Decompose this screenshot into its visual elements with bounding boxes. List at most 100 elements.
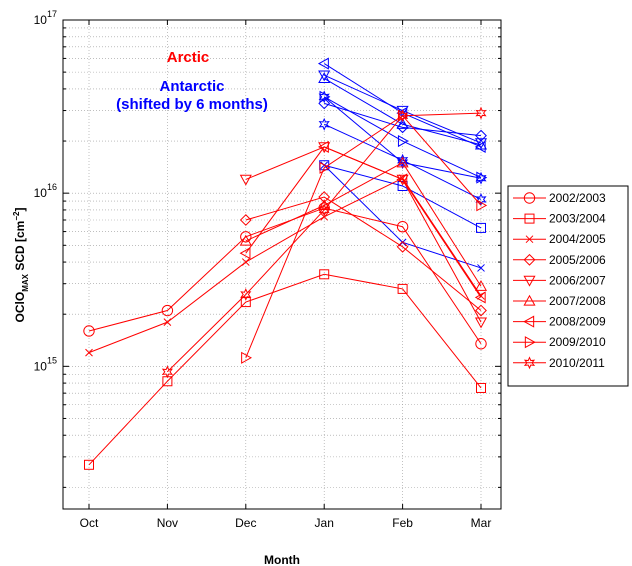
annotation-antarctic-shift: (shifted by 6 months) bbox=[116, 96, 268, 113]
legend-marker bbox=[523, 275, 536, 287]
antarctic-data-point bbox=[318, 70, 331, 82]
marker-stroke bbox=[477, 264, 485, 272]
antarctic-data-point bbox=[476, 171, 488, 184]
arctic-series-line bbox=[245, 146, 482, 323]
arctic-data-point bbox=[397, 109, 409, 123]
arctic-data-point bbox=[318, 142, 331, 154]
legend-item: 2005/2006 bbox=[513, 253, 606, 267]
arctic-data-point bbox=[396, 174, 409, 186]
legend: 2002/2003 2003/2004 2004/2005 2005/2006 2006… bbox=[507, 185, 629, 387]
arctic-data-point bbox=[476, 382, 486, 393]
arctic-data-point bbox=[161, 304, 174, 317]
antarctic-data-point bbox=[397, 156, 409, 170]
arctic-data-point bbox=[317, 140, 329, 153]
arctic-series-line bbox=[167, 112, 482, 373]
legend-item: 2008/2009 bbox=[513, 315, 606, 329]
grid-layer bbox=[63, 20, 501, 509]
arctic-data-point bbox=[319, 161, 331, 174]
antarctic-data-point bbox=[476, 222, 486, 233]
arctic-series-8 bbox=[161, 106, 487, 379]
legend-label: 2006/2007 bbox=[549, 273, 606, 287]
marker-stroke bbox=[163, 318, 172, 326]
axis-ticks: Oct Nov Dec Jan Feb Mar 1015 1016 1017 bbox=[34, 9, 501, 530]
marker-stroke bbox=[85, 348, 93, 357]
arctic-data-point bbox=[476, 199, 488, 212]
legend-label: 2007/2008 bbox=[549, 294, 606, 308]
arctic-data-point bbox=[239, 234, 252, 246]
antarctic-data-point bbox=[318, 117, 330, 131]
arctic-data-point bbox=[318, 191, 331, 203]
arctic-data-point bbox=[84, 459, 94, 470]
legend-marker bbox=[524, 213, 535, 224]
arctic-series-0 bbox=[83, 202, 487, 350]
antarctic-data-point bbox=[474, 138, 488, 150]
legend-label: 2008/2009 bbox=[549, 315, 606, 329]
arctic-data-point bbox=[475, 304, 487, 317]
y-tick-label: 1017 bbox=[34, 9, 57, 27]
antarctic-data-point bbox=[318, 72, 331, 84]
arctic-series-line bbox=[88, 273, 482, 466]
arctic-data-point bbox=[475, 106, 487, 120]
legend-box bbox=[507, 185, 629, 387]
arctic-data-point bbox=[240, 288, 252, 301]
legend-marker bbox=[525, 235, 534, 244]
arctic-data-point bbox=[474, 291, 486, 304]
legend-item: 2007/2008 bbox=[513, 294, 606, 308]
arctic-data-point bbox=[474, 317, 488, 329]
arctic-series-line bbox=[245, 115, 482, 358]
x-tick-label: Dec bbox=[235, 516, 256, 530]
antarctic-data-point bbox=[317, 57, 329, 70]
legend-items: 2002/2003 2003/2004 2004/2005 2005/2006 2006… bbox=[513, 191, 606, 370]
arctic-data-point bbox=[397, 283, 408, 294]
legend-item: 2009/2010 bbox=[513, 335, 606, 349]
antarctic-series-5 bbox=[319, 90, 488, 184]
legend-label: 2009/2010 bbox=[549, 335, 606, 349]
legend-item: 2002/2003 bbox=[513, 191, 606, 205]
antarctic-data-point bbox=[319, 90, 331, 103]
arctic-data-point bbox=[318, 203, 330, 217]
annotation-antarctic: Antarctic bbox=[159, 78, 224, 95]
legend-marker bbox=[523, 192, 536, 204]
arctic-data-point bbox=[396, 221, 409, 233]
plot-frame bbox=[62, 19, 502, 510]
y-tick-label: 1016 bbox=[34, 182, 57, 200]
arctic-data-point bbox=[83, 325, 95, 337]
arctic-data-point bbox=[396, 173, 408, 186]
legend-label: 2002/2003 bbox=[549, 191, 606, 205]
arctic-data-point bbox=[239, 247, 251, 260]
antarctic-series-line bbox=[323, 96, 482, 179]
arctic-data-point bbox=[163, 318, 172, 326]
arctic-data-point bbox=[85, 348, 93, 357]
arctic-data-point bbox=[240, 297, 251, 308]
antarctic-series-2 bbox=[318, 72, 488, 150]
y-tick-label: 1015 bbox=[34, 355, 57, 373]
legend-item: 2006/2007 bbox=[513, 273, 606, 287]
arctic-data-point bbox=[319, 269, 330, 280]
marker-stroke bbox=[398, 238, 407, 247]
antarctic-series-line bbox=[323, 77, 482, 146]
arctic-series-line bbox=[88, 177, 482, 354]
antarctic-data-point bbox=[397, 153, 409, 167]
y-axis-label: OClOMAX SCD [cm−2] bbox=[12, 208, 30, 323]
antarctic-data-point bbox=[396, 118, 409, 129]
antarctic-data-point bbox=[397, 134, 409, 148]
series-layer bbox=[83, 57, 488, 470]
annotations: Arctic Antarctic (shifted by 6 months) bbox=[116, 49, 268, 113]
arctic-series-3 bbox=[239, 191, 487, 317]
legend-label: 2010/2011 bbox=[549, 356, 605, 370]
arctic-data-point bbox=[240, 231, 252, 243]
antarctic-series-line bbox=[323, 123, 482, 200]
marker-stroke bbox=[525, 235, 534, 244]
arctic-series-line bbox=[245, 162, 482, 287]
arctic-data-point bbox=[396, 156, 409, 168]
antarctic-data-point bbox=[396, 121, 409, 134]
arctic-series-4 bbox=[239, 142, 488, 329]
arctic-data-point bbox=[241, 351, 253, 364]
arctic-data-point bbox=[320, 212, 329, 221]
legend-marker bbox=[523, 315, 535, 328]
x-tick-label: Nov bbox=[157, 516, 178, 530]
legend-item: 2010/2011 bbox=[513, 356, 605, 370]
arctic-series-line bbox=[245, 196, 482, 311]
annotation-arctic: Arctic bbox=[167, 49, 210, 66]
x-tick-label: Feb bbox=[392, 516, 413, 530]
